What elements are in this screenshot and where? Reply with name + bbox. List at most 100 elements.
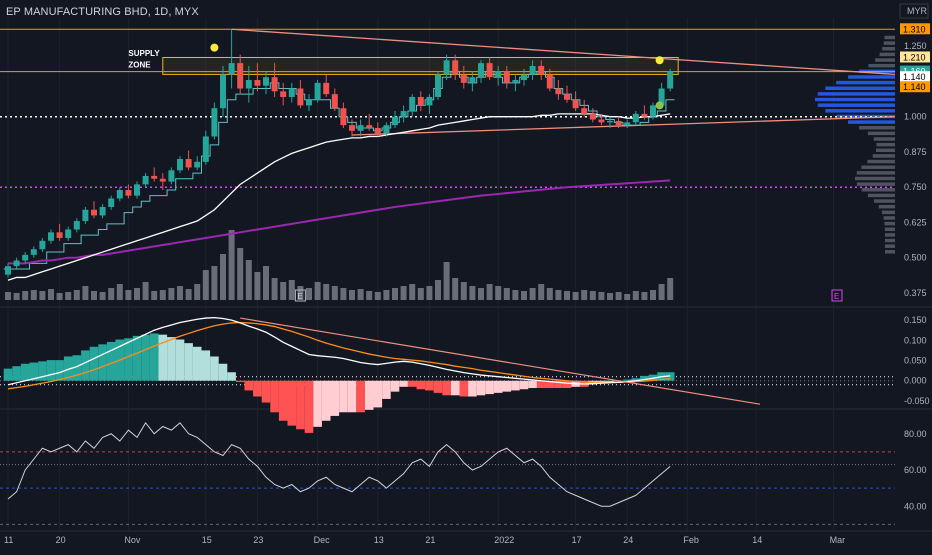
candle-body — [13, 260, 20, 267]
volume-profile-bar — [848, 75, 895, 79]
volume-bar — [142, 282, 149, 300]
candle — [607, 116, 613, 128]
volume-profile-bar — [859, 125, 895, 130]
candle — [443, 54, 450, 81]
macd-histogram-bar — [433, 380, 443, 393]
volume-profile-bar — [875, 148, 895, 153]
candle-body — [22, 254, 29, 261]
volume-bar — [125, 290, 132, 300]
macd-histogram-bar — [296, 380, 305, 430]
x-axis-tick: Dec — [314, 535, 331, 545]
candle-body — [73, 221, 80, 230]
volume-profile-bar — [856, 171, 895, 175]
candle — [99, 204, 106, 219]
volume-bar — [194, 284, 201, 300]
volume-bar — [478, 288, 484, 300]
macd-histogram-bar — [399, 380, 408, 387]
candle-body — [306, 99, 312, 106]
macd-histogram-bar — [167, 337, 176, 381]
candle — [400, 105, 407, 123]
candle-body — [529, 65, 536, 75]
candle — [254, 63, 261, 92]
volume-bar — [452, 278, 459, 300]
volume-bar — [435, 280, 441, 300]
volume-bar — [409, 284, 416, 300]
rsi-axis-tick: 80.00 — [904, 429, 927, 439]
candle-body — [624, 122, 631, 126]
x-axis-tick: 13 — [374, 535, 384, 545]
candle — [340, 102, 347, 128]
macd-axis-tick: 0.050 — [904, 356, 927, 366]
volume-profile-bar — [882, 47, 895, 51]
candle-body — [478, 63, 484, 78]
volume-bar — [263, 266, 269, 300]
candle — [495, 65, 502, 86]
price-badge-label: 1.140 — [903, 72, 926, 82]
candle-body — [538, 65, 545, 75]
macd-histogram-bar — [304, 380, 314, 433]
x-axis-tick: 2022 — [494, 535, 514, 545]
candle — [116, 187, 123, 202]
volume-profile-bar — [872, 154, 895, 158]
volume-profile-bar — [884, 221, 895, 226]
macd-histogram-bar — [476, 380, 486, 396]
macd-histogram-bar — [149, 333, 159, 381]
x-axis-tick: Nov — [124, 535, 141, 545]
macd-histogram-bar — [278, 380, 288, 421]
volume-bar — [340, 288, 347, 300]
candle — [13, 257, 20, 269]
macd-histogram-bar — [20, 363, 30, 381]
macd-histogram-bar — [313, 380, 322, 427]
volume-bar — [624, 294, 631, 300]
volume-bar — [65, 292, 72, 300]
candle — [409, 94, 416, 117]
candle — [503, 65, 510, 89]
candle-body — [30, 249, 37, 255]
macd-histogram-bar — [227, 372, 236, 381]
volume-profile-bar — [884, 233, 895, 237]
volume-bar — [581, 290, 588, 300]
candle — [366, 113, 373, 131]
volume-profile-bar — [883, 216, 895, 220]
candle-body — [65, 229, 72, 238]
price-axis-tick: 0.500 — [904, 253, 927, 263]
volume-bar — [349, 290, 355, 300]
volume-bar — [168, 288, 175, 300]
candle-body — [254, 80, 261, 86]
candle-body — [99, 206, 106, 216]
candle — [108, 195, 115, 210]
macd-histogram-bar — [175, 339, 185, 381]
macd-histogram-bar — [442, 380, 451, 396]
candle — [521, 68, 527, 86]
ascending-trendline — [351, 116, 896, 136]
volume-bar — [589, 291, 596, 300]
volume-bar — [177, 286, 183, 300]
volume-profile-bar — [867, 159, 895, 164]
candle-body — [452, 60, 459, 75]
volume-profile-bar — [817, 103, 895, 107]
volume-bar — [538, 284, 545, 300]
candle-body — [383, 125, 390, 134]
macd-histogram-bar — [89, 346, 99, 381]
candle — [271, 63, 278, 97]
candle-body — [39, 240, 46, 250]
macd-histogram-bar — [425, 380, 434, 391]
macd-histogram-bar — [468, 380, 477, 397]
candle-body — [357, 125, 364, 131]
candle-body — [435, 74, 441, 97]
candle — [392, 111, 398, 128]
macd-histogram-bar — [631, 378, 641, 381]
price-axis-tick: 1.250 — [904, 41, 927, 51]
candle-body — [495, 71, 502, 78]
x-axis-tick: 17 — [572, 535, 582, 545]
volume-profile-bar — [814, 97, 895, 102]
macd-histogram-bar — [270, 380, 279, 413]
volume-bar — [598, 292, 605, 300]
candle-body — [667, 71, 674, 89]
price-badge — [900, 65, 930, 77]
macd-histogram-bar — [244, 380, 254, 391]
x-axis-tick: 21 — [425, 535, 435, 545]
candle — [538, 60, 545, 81]
macd-histogram-bar — [519, 380, 529, 390]
